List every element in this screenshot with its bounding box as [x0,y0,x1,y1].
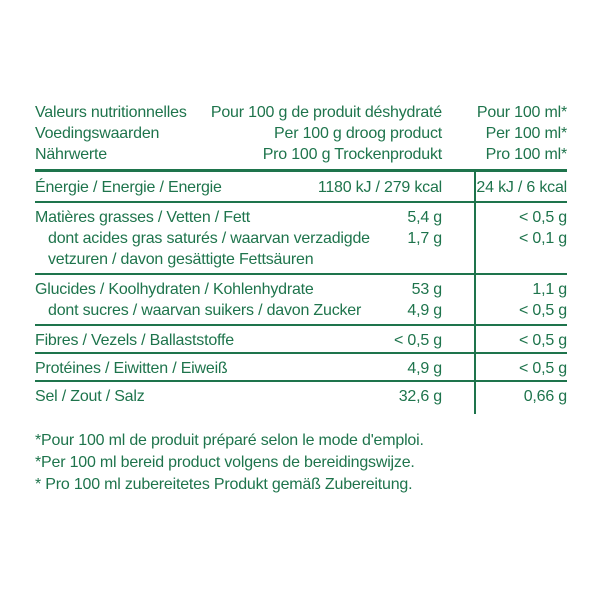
subrow-label-saturates: dont acides gras saturés / waarvan verza… [48,230,370,268]
header-divider [35,169,567,172]
row-divider [35,380,567,382]
table-header: Valeurs nutritionnelles Voedingswaarden … [35,100,567,169]
row-value-per100g: 1180 kJ / 279 kcal [317,179,442,196]
column-separator [474,169,476,414]
footnotes: *Pour 100 ml de produit préparé selon le… [35,430,575,496]
row-value-per100ml: 1,1 g [532,281,567,298]
header-per100g-fr: Pour 100 g de produit déshydraté [210,104,442,121]
table-row-fat: Matières grasses / Vetten / Fett 5,4 g <… [35,203,567,273]
header-title-nl: Voedingswaarden [35,125,160,142]
row-divider [35,352,567,354]
subrow-value-per100g: 1,7 g [407,230,442,247]
header-per100ml-nl: Per 100 ml* [485,125,568,142]
header-col-per100ml: Pour 100 ml* Per 100 ml* Pro 100 ml* [442,102,567,165]
row-label: Matières grasses / Vetten / Fett [35,209,251,226]
row-label: Sel / Zout / Salz [35,388,145,405]
subrow-value-per100ml: < 0,5 g [519,302,567,319]
table-row-salt: Sel / Zout / Salz 32,6 g 0,66 g [35,382,567,410]
header-col-title: Valeurs nutritionnelles Voedingswaarden … [35,102,187,165]
row-divider [35,273,567,275]
header-title-fr: Valeurs nutritionnelles [35,104,187,121]
nutrition-table: Valeurs nutritionnelles Voedingswaarden … [35,100,567,414]
footnote-nl: *Per 100 ml bereid product volgens de be… [35,454,415,471]
subrow-value-per100g: 4,9 g [407,302,442,319]
row-value-per100g: 32,6 g [398,388,442,405]
header-per100g-nl: Per 100 g droog product [274,125,442,142]
header-per100g-de: Pro 100 g Trockenprodukt [262,146,443,163]
header-title-de: Nährwerte [35,146,108,163]
row-divider [35,324,567,326]
row-value-per100ml: < 0,5 g [519,360,567,377]
table-row-energy: Énergie / Energie / Energie 1180 kJ / 27… [35,172,567,201]
table-row-protein: Protéines / Eiwitten / Eiweiß 4,9 g < 0,… [35,354,567,380]
row-label: Glucides / Koolhydraten / Kohlenhydrate [35,281,314,298]
row-label: Énergie / Energie / Energie [35,179,222,196]
row-value-per100g: 5,4 g [407,209,442,226]
subrow-label-sugars: dont sucres / waarvan suikers / davon Zu… [48,302,362,319]
row-label: Fibres / Vezels / Ballaststoffe [35,332,234,349]
row-value-per100g: 4,9 g [407,360,442,377]
header-per100ml-fr: Pour 100 ml* [476,104,567,121]
table-row-carbohydrate: Glucides / Koolhydraten / Kohlenhydrate … [35,275,567,324]
table-row-fibre: Fibres / Vezels / Ballaststoffe < 0,5 g … [35,326,567,352]
row-value-per100ml: < 0,5 g [519,332,567,349]
row-value-per100ml: 0,66 g [523,388,567,405]
footnote-de: * Pro 100 ml zubereitetes Produkt gemäß … [35,476,413,493]
row-value-per100ml: 24 kJ / 6 kcal [476,179,567,196]
row-label: Protéines / Eiwitten / Eiweiß [35,360,228,377]
row-value-per100g: 53 g [411,281,443,298]
row-divider [35,201,567,203]
subrow-value-per100ml: < 0,1 g [519,230,567,247]
row-value-per100g: < 0,5 g [394,332,442,349]
header-col-per100g: Pour 100 g de produit déshydraté Per 100… [187,102,442,165]
row-value-per100ml: < 0,5 g [519,209,567,226]
footnote-fr: *Pour 100 ml de produit préparé selon le… [35,432,424,449]
header-per100ml-de: Pro 100 ml* [485,146,568,163]
